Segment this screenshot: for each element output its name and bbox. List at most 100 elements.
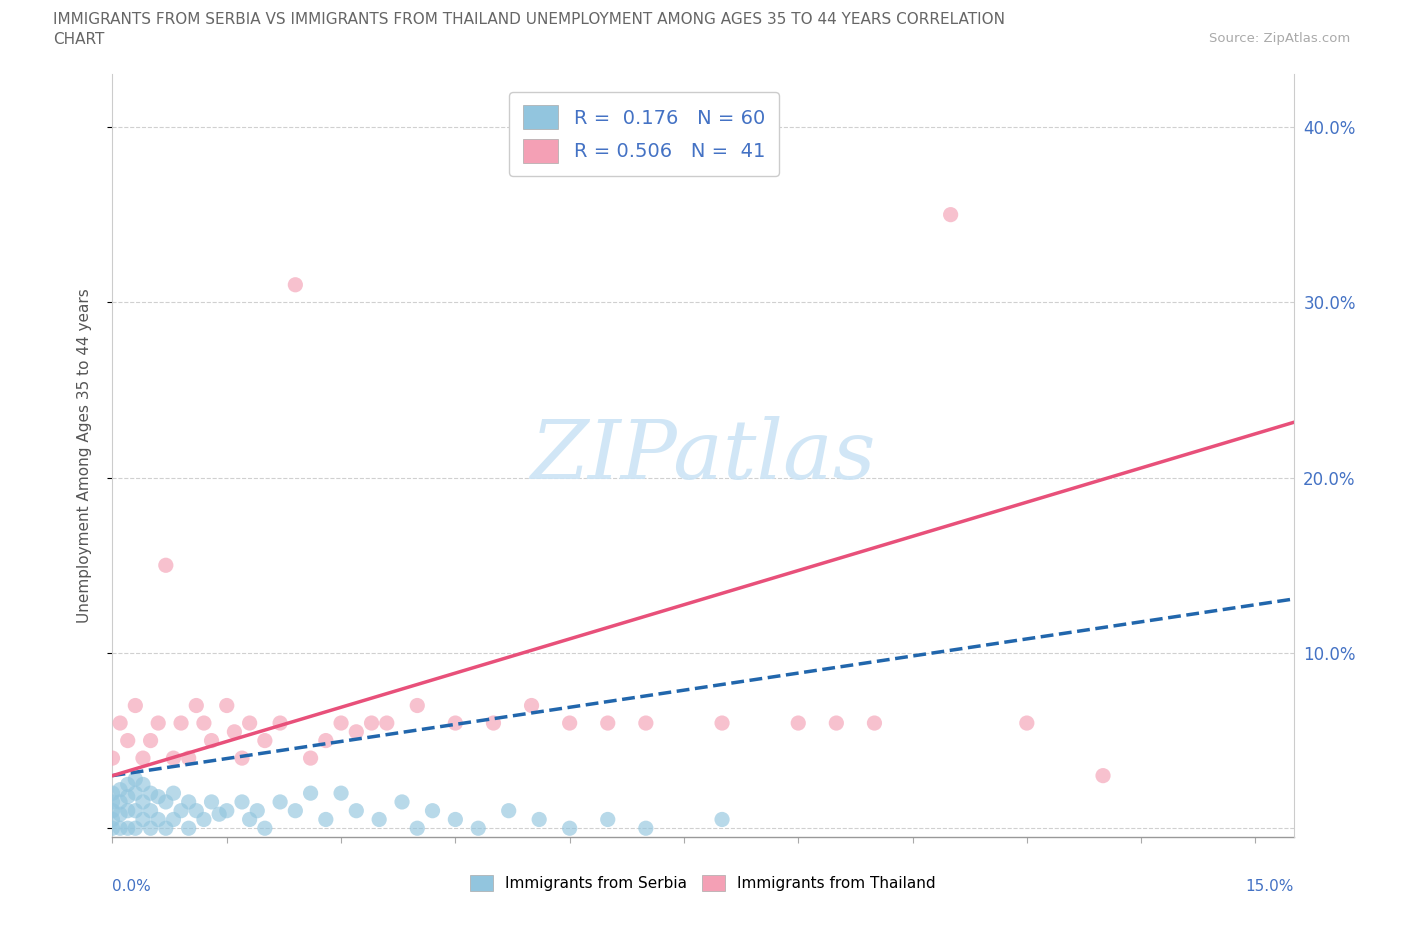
Point (467, 821, 489, 836)
Point (101, 794, 124, 809)
Point (825, 715, 848, 730)
Point (101, 812, 124, 827)
Point (177, 821, 200, 836)
Point (711, 812, 734, 827)
Point (162, 751, 184, 765)
Point (186, 698, 208, 713)
Point (344, 804, 367, 818)
Point (344, 724, 367, 739)
Point (108, 806, 131, 821)
Point (177, 794, 200, 809)
Point (139, 733, 162, 748)
Point (253, 821, 276, 836)
Point (124, 786, 146, 801)
Point (231, 751, 253, 765)
Text: Source: ZipAtlas.com: Source: ZipAtlas.com (1209, 32, 1350, 45)
Text: IMMIGRANTS FROM SERBIA VS IMMIGRANTS FROM THAILAND UNEMPLOYMENT AMONG AGES 35 TO: IMMIGRANTS FROM SERBIA VS IMMIGRANTS FRO… (53, 12, 1005, 27)
Point (253, 733, 276, 748)
Point (215, 698, 238, 713)
Point (330, 715, 353, 730)
Point (863, 715, 886, 730)
Point (482, 715, 505, 730)
Point (406, 821, 429, 836)
Point (132, 812, 155, 827)
Point (117, 790, 139, 804)
Point (148, 812, 170, 827)
Point (360, 715, 382, 730)
Point (162, 812, 184, 827)
Point (239, 715, 262, 730)
Point (117, 777, 139, 791)
Text: 0.0%: 0.0% (112, 879, 152, 894)
Point (124, 698, 146, 713)
Point (186, 804, 208, 818)
Point (108, 821, 131, 836)
Point (193, 715, 215, 730)
Point (406, 698, 429, 713)
Point (177, 751, 200, 765)
Point (558, 821, 581, 836)
Text: 15.0%: 15.0% (1246, 879, 1294, 894)
Point (444, 812, 467, 827)
Point (132, 794, 155, 809)
Point (558, 715, 581, 730)
Point (148, 790, 170, 804)
Point (117, 821, 139, 836)
Point (124, 772, 146, 787)
Point (148, 715, 170, 730)
Point (124, 804, 146, 818)
Point (246, 804, 269, 818)
Point (108, 794, 131, 809)
Point (215, 804, 238, 818)
Point (101, 804, 124, 818)
Point (208, 806, 231, 821)
Point (231, 794, 253, 809)
Point (634, 715, 657, 730)
Text: ZIPatlas: ZIPatlas (530, 416, 876, 496)
Point (315, 812, 337, 827)
Point (117, 804, 139, 818)
Point (596, 812, 619, 827)
Point (269, 794, 291, 809)
Point (132, 751, 155, 765)
Point (299, 786, 322, 801)
Point (132, 777, 155, 791)
Text: CHART: CHART (53, 32, 105, 46)
Point (330, 786, 353, 801)
Point (299, 751, 322, 765)
Point (200, 733, 222, 748)
Point (108, 782, 131, 797)
Point (368, 812, 391, 827)
Point (711, 715, 734, 730)
Point (139, 821, 162, 836)
Point (527, 812, 550, 827)
Point (269, 715, 291, 730)
Point (101, 821, 124, 836)
Point (193, 812, 215, 827)
Point (634, 821, 657, 836)
Point (284, 277, 307, 292)
Point (155, 558, 177, 573)
Point (108, 715, 131, 730)
Point (155, 821, 177, 836)
Point (596, 715, 619, 730)
Point (520, 698, 543, 713)
Y-axis label: Unemployment Among Ages 35 to 44 years: Unemployment Among Ages 35 to 44 years (77, 288, 91, 623)
Point (101, 751, 124, 765)
Point (155, 794, 177, 809)
Point (224, 724, 246, 739)
Point (444, 715, 467, 730)
Point (162, 786, 184, 801)
Point (315, 733, 337, 748)
Point (939, 207, 962, 222)
Point (124, 821, 146, 836)
Point (787, 715, 810, 730)
Point (170, 804, 193, 818)
Point (239, 812, 262, 827)
Point (1092, 768, 1115, 783)
Point (117, 733, 139, 748)
Legend: Immigrants from Serbia, Immigrants from Thailand: Immigrants from Serbia, Immigrants from … (463, 868, 943, 899)
Point (1015, 715, 1038, 730)
Point (284, 804, 307, 818)
Legend: R =  0.176   N = 60, R = 0.506   N =  41: R = 0.176 N = 60, R = 0.506 N = 41 (509, 92, 779, 176)
